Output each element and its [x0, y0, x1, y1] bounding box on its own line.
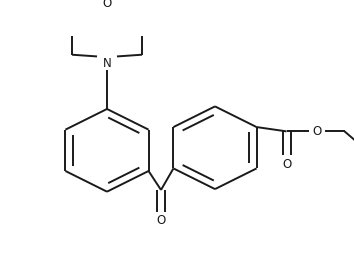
Text: O: O — [312, 125, 321, 138]
Text: N: N — [103, 57, 112, 70]
Text: O: O — [102, 0, 112, 10]
Text: O: O — [282, 158, 291, 171]
Text: O: O — [156, 214, 166, 228]
